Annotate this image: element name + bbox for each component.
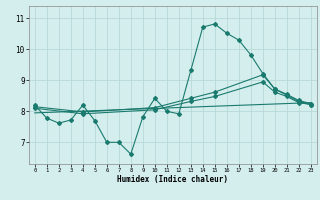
X-axis label: Humidex (Indice chaleur): Humidex (Indice chaleur) — [117, 175, 228, 184]
